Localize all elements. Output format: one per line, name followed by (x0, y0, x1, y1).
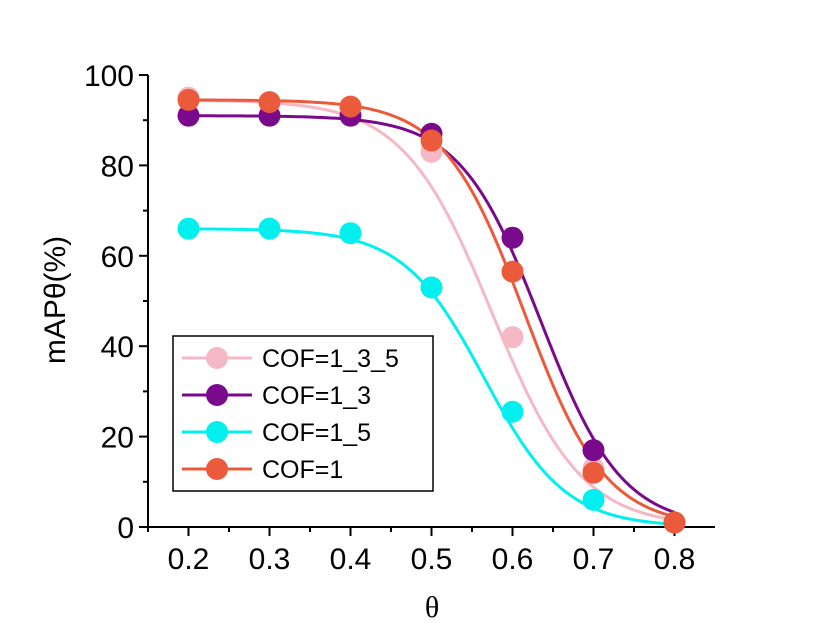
legend-label: COF=1_5 (262, 419, 371, 447)
point-series-2 (582, 439, 605, 462)
point-series-4 (501, 260, 524, 283)
x-tick-label: 0.8 (654, 543, 696, 576)
legend-label: COF=1_3 (262, 382, 371, 410)
y-tick-label: 40 (101, 331, 134, 364)
x-tick-label: 0.7 (573, 543, 615, 576)
x-tick-label: 0.2 (168, 543, 210, 576)
point-series-3 (582, 488, 605, 511)
x-axis-title: θ (425, 591, 439, 624)
x-tick-label: 0.6 (492, 543, 534, 576)
y-tick-label: 0 (117, 512, 134, 545)
x-tick-label: 0.4 (330, 543, 372, 576)
y-axis-title: mAPθ(%) (39, 236, 72, 364)
point-series-3 (501, 400, 524, 423)
y-tick-label: 60 (101, 241, 134, 274)
point-series-4 (420, 129, 443, 152)
axes (139, 74, 715, 536)
point-series-4 (177, 88, 200, 111)
legend-marker (206, 421, 228, 443)
point-series-3 (258, 217, 281, 240)
data-points (177, 86, 686, 534)
point-series-4 (339, 95, 362, 118)
tick-labels: 0 20 40 60 80 100 0.2 0.3 0.4 0.5 0.6 0.7 0.8 (84, 60, 695, 576)
legend-label: COF=1_3_5 (262, 345, 399, 373)
legend-marker (206, 458, 228, 480)
point-series-3 (339, 222, 362, 245)
y-tick-label: 80 (101, 150, 134, 183)
point-series-3 (177, 217, 200, 240)
legend: COF=1_3_5 COF=1_3 COF=1_5 COF=1 (172, 335, 434, 492)
point-series-1 (501, 326, 524, 349)
point-series-2 (501, 226, 524, 249)
point-series-2 (177, 104, 200, 127)
legend-label: COF=1 (262, 456, 343, 484)
point-series-3 (420, 276, 443, 299)
x-tick-label: 0.5 (411, 543, 453, 576)
point-series-4 (663, 511, 686, 534)
legend-marker (206, 384, 228, 406)
x-tick-label: 0.3 (249, 543, 291, 576)
y-tick-label: 100 (84, 60, 134, 93)
legend-marker (206, 347, 228, 369)
point-series-4 (582, 461, 605, 484)
y-tick-label: 20 (101, 422, 134, 455)
point-series-4 (258, 91, 281, 114)
